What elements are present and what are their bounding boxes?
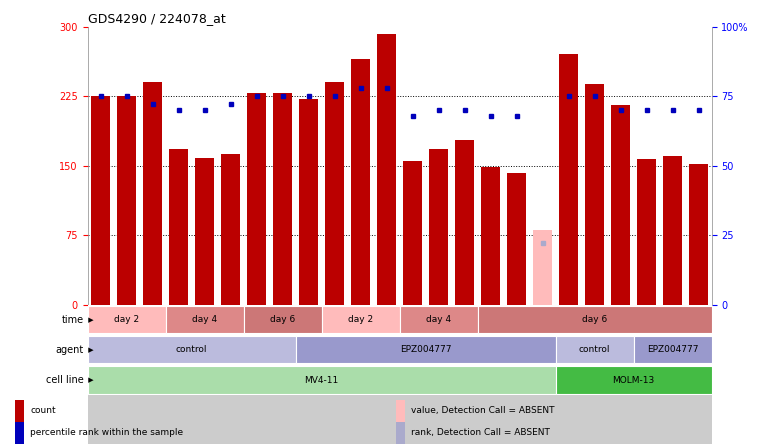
Text: value, Detection Call = ABSENT: value, Detection Call = ABSENT [411, 406, 555, 415]
Bar [273, 93, 291, 305]
Bar [607, 305, 634, 444]
Bar [322, 305, 348, 444]
Bar [88, 336, 295, 364]
Bar [403, 161, 422, 305]
Text: time: time [62, 315, 84, 325]
Bar [322, 306, 400, 333]
Bar [299, 99, 317, 305]
Bar [611, 105, 629, 305]
Text: ▶: ▶ [86, 377, 94, 383]
Bar [556, 366, 712, 394]
Bar [15, 400, 24, 422]
Bar [15, 422, 24, 444]
Text: percentile rank within the sample: percentile rank within the sample [30, 428, 183, 437]
Bar [533, 230, 552, 305]
Bar [113, 305, 139, 444]
Bar [581, 305, 607, 444]
Bar [247, 93, 266, 305]
Bar [88, 305, 113, 444]
Bar [585, 84, 603, 305]
Bar [660, 305, 686, 444]
Bar [400, 306, 478, 333]
Bar [139, 305, 166, 444]
Text: count: count [30, 406, 56, 415]
Bar [352, 59, 370, 305]
Bar [196, 158, 214, 305]
Bar [269, 305, 295, 444]
Bar [396, 422, 405, 444]
Bar [638, 159, 656, 305]
Text: control: control [176, 345, 207, 354]
Bar [556, 336, 634, 364]
Bar [478, 306, 712, 333]
Bar [508, 173, 526, 305]
Text: day 4: day 4 [192, 315, 217, 324]
Bar [559, 55, 578, 305]
Bar [221, 155, 240, 305]
Text: EPZ004777: EPZ004777 [400, 345, 451, 354]
Bar [166, 306, 244, 333]
Text: day 2: day 2 [348, 315, 373, 324]
Text: day 6: day 6 [582, 315, 607, 324]
Text: cell line: cell line [46, 375, 84, 385]
Bar [556, 305, 581, 444]
Bar [689, 164, 708, 305]
Bar [664, 156, 682, 305]
Bar [170, 149, 188, 305]
Bar [295, 336, 556, 364]
Bar [482, 167, 500, 305]
Text: rank, Detection Call = ABSENT: rank, Detection Call = ABSENT [411, 428, 549, 437]
Bar [143, 82, 161, 305]
Bar [91, 96, 110, 305]
Bar [633, 305, 660, 444]
Bar [244, 305, 269, 444]
Bar [244, 306, 322, 333]
Bar [504, 305, 530, 444]
Bar [429, 149, 447, 305]
Text: day 2: day 2 [114, 315, 139, 324]
Text: ▶: ▶ [86, 347, 94, 353]
Bar [400, 305, 425, 444]
Bar [633, 336, 712, 364]
Bar [374, 305, 400, 444]
Bar [455, 140, 473, 305]
Bar [348, 305, 374, 444]
Text: agent: agent [56, 345, 84, 355]
Bar [686, 305, 712, 444]
Bar [218, 305, 244, 444]
Bar [192, 305, 218, 444]
Text: MV4-11: MV4-11 [304, 376, 339, 385]
Bar [295, 305, 322, 444]
Bar [451, 305, 478, 444]
Text: control: control [579, 345, 610, 354]
Text: day 6: day 6 [270, 315, 295, 324]
Bar [425, 305, 451, 444]
Bar [88, 306, 166, 333]
Bar [88, 366, 556, 394]
Bar [377, 34, 396, 305]
Text: MOLM-13: MOLM-13 [613, 376, 654, 385]
Bar [117, 96, 135, 305]
Text: GDS4290 / 224078_at: GDS4290 / 224078_at [88, 12, 225, 25]
Bar [478, 305, 504, 444]
Text: ▶: ▶ [86, 317, 94, 323]
Text: day 4: day 4 [426, 315, 451, 324]
Bar [326, 82, 344, 305]
Bar [396, 400, 405, 422]
Bar [166, 305, 192, 444]
Text: EPZ004777: EPZ004777 [647, 345, 699, 354]
Bar [530, 305, 556, 444]
